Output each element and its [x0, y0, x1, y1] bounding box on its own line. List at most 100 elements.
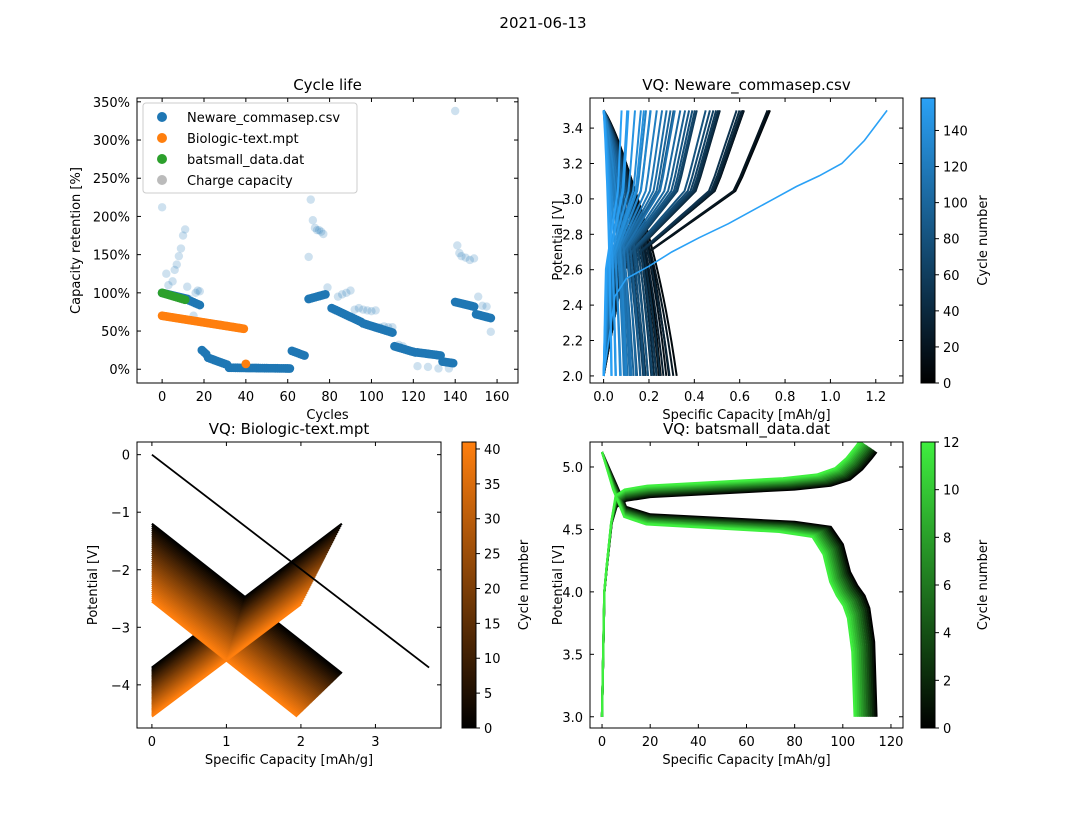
y-tick-label: 100% [93, 287, 130, 302]
y-tick-label: 3.5 [562, 648, 583, 663]
x-axis-label: Specific Capacity [mAh/g] [205, 753, 373, 768]
y-axis-label: Potential [V] [551, 545, 566, 625]
charge-capacity-point [367, 306, 376, 316]
retention-point-0 [448, 358, 458, 368]
charge-capacity-point [333, 292, 343, 301]
colorbar-label: Cycle number [517, 539, 532, 630]
biologic-vq-chart: 0 1 2 30−1−2−3−4VQ: Biologic-text.mptSpecif… [86, 420, 532, 768]
colorbar-label: Cycle number [976, 539, 991, 630]
charge-capacity-point [453, 241, 462, 250]
y-tick-label: 2.0 [562, 370, 583, 385]
x-tick-label: 0.6 [729, 390, 750, 405]
y-axis-label: Capacity retention [%] [69, 167, 84, 314]
discharge-curve [151, 583, 308, 708]
colorbar-label: Cycle number [976, 195, 991, 286]
long-charge-curve [602, 109, 888, 377]
retention-point-1 [241, 359, 251, 369]
colorbar-tick-label: 4 [943, 627, 951, 642]
chart-title: VQ: Neware_commasep.csv [642, 76, 851, 95]
y-tick-label: 250% [93, 172, 130, 187]
charge-capacity-point [157, 203, 167, 212]
colorbar [461, 441, 477, 729]
charge-capacity-point [164, 280, 173, 290]
charge-capacity-point [457, 251, 466, 261]
x-tick-label: 1.2 [865, 390, 886, 405]
legend-marker [157, 154, 167, 164]
x-tick-label: 40 [690, 735, 707, 750]
charge-capacity-point [434, 364, 443, 373]
axes-frame [589, 97, 904, 384]
charge-curve [600, 442, 861, 717]
x-axis-label: Specific Capacity [mAh/g] [662, 753, 830, 768]
charge-capacity-point [350, 305, 359, 314]
x-tick-label: 0 [148, 735, 156, 750]
x-tick-label: 0 [598, 735, 606, 750]
y-tick-label: 5.0 [562, 461, 583, 476]
charge-capacity-point [482, 302, 491, 311]
charge-capacity-point [180, 225, 190, 234]
charge-capacity-point [191, 288, 200, 298]
charge-capacity-point [168, 277, 177, 286]
charge-capacity-point [170, 265, 179, 275]
colorbar-tick-label: 12 [943, 436, 960, 451]
charge-curve [602, 110, 630, 376]
retention-point-0 [486, 313, 496, 323]
x-tick-label: 60 [738, 735, 755, 750]
x-tick-label: 100 [830, 735, 855, 750]
x-tick-label: 0.4 [684, 390, 705, 405]
y-tick-label: 0 [122, 449, 130, 464]
chart-title: VQ: batsmall_data.dat [663, 420, 830, 439]
charge-capacity-point [346, 286, 355, 295]
y-tick-label: −1 [111, 506, 130, 521]
charge-capacity-point [174, 251, 184, 261]
y-tick-label: 0% [109, 363, 130, 378]
colorbar-tick-label: 2 [943, 674, 951, 689]
colorbar-tick-label: 0 [943, 377, 951, 392]
charge-capacity-point [178, 231, 188, 240]
colorbar-tick-label: 100 [943, 197, 968, 212]
x-tick-label: 20 [642, 735, 659, 750]
legend-label: batsmall_data.dat [187, 153, 304, 168]
colorbar-tick-label: 20 [484, 582, 501, 597]
charge-capacity-point [308, 216, 318, 225]
colorbar-tick-label: 40 [943, 305, 960, 320]
x-tick-label: 80 [321, 390, 338, 405]
y-tick-label: 4.0 [562, 586, 583, 601]
x-tick-label: 120 [879, 735, 904, 750]
legend [142, 102, 358, 194]
retention-point-1 [239, 324, 249, 334]
colorbar-tick-label: 35 [484, 478, 501, 493]
charge-capacity-point [413, 361, 422, 371]
charge-capacity-point [461, 253, 470, 262]
colorbar-tick-label: 140 [943, 124, 968, 139]
charge-capacity-point [195, 287, 205, 296]
charge-capacity-point [314, 225, 324, 235]
charge-curve [151, 603, 302, 718]
y-tick-label: −3 [111, 621, 130, 636]
retention-point-0 [195, 300, 205, 310]
discharge-curve [600, 451, 856, 717]
colorbar-tick-label: 20 [943, 341, 960, 356]
colorbar-tick-label: 10 [484, 652, 501, 667]
x-tick-label: 0 [158, 390, 166, 405]
figure-title: 2021-06-13 [499, 14, 586, 32]
y-tick-label: 2.6 [562, 264, 583, 279]
y-axis-label: Potential [V] [86, 545, 101, 625]
charge-capacity-point [474, 292, 483, 301]
charge-capacity-point [486, 327, 495, 337]
y-tick-label: 3.2 [562, 157, 583, 172]
colorbar [920, 97, 936, 384]
x-tick-label: 100 [359, 390, 384, 405]
x-tick-label: 140 [443, 390, 468, 405]
discharge-curve [151, 590, 304, 712]
charge-capacity-point [423, 362, 433, 372]
y-tick-label: 3.0 [562, 711, 583, 726]
charge-capacity-point [317, 227, 326, 236]
colorbar-tick-label: 0 [484, 722, 492, 737]
y-tick-label: 50% [101, 325, 130, 340]
legend-label: Neware_commasep.csv [187, 111, 340, 126]
charge-capacity-point [162, 269, 171, 278]
legend-marker [157, 133, 167, 143]
